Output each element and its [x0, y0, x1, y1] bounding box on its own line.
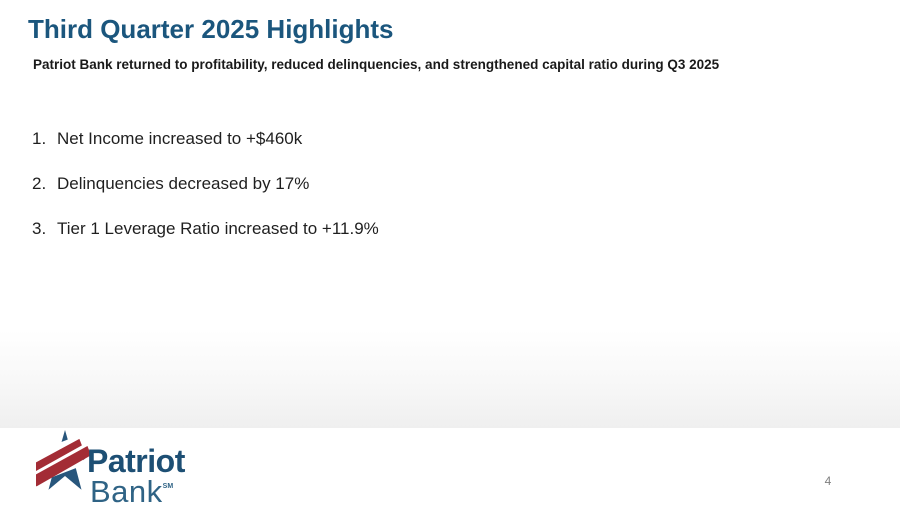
bottom-shade-band: [0, 330, 900, 428]
patriot-bank-logo: Patriot BankSM: [36, 428, 236, 506]
logo-wordmark-bank-text: Bank: [90, 474, 163, 506]
list-item-number: 2.: [32, 174, 47, 193]
list-item: 2. Delinquencies decreased by 17%: [32, 174, 379, 194]
star-flag-icon: [36, 430, 92, 490]
logo-wordmark-bank: BankSM: [90, 471, 173, 506]
list-item-text: Tier 1 Leverage Ratio increased to +11.9…: [57, 219, 379, 238]
list-item-number: 1.: [32, 129, 47, 148]
list-item: 1. Net Income increased to +$460k: [32, 129, 379, 149]
page-number: 4: [824, 474, 832, 488]
list-item: 3. Tier 1 Leverage Ratio increased to +1…: [32, 219, 379, 239]
page-subtitle: Patriot Bank returned to profitability, …: [33, 57, 720, 72]
list-item-number: 3.: [32, 219, 47, 238]
list-item-text: Delinquencies decreased by 17%: [57, 174, 310, 193]
page-title: Third Quarter 2025 Highlights: [28, 14, 394, 44]
logo-wordmark-patriot: Patriot: [87, 443, 185, 479]
list-item-text: Net Income increased to +$460k: [57, 129, 303, 148]
logo-service-mark: SM: [162, 483, 174, 490]
highlights-list: 1. Net Income increased to +$460k 2. Del…: [32, 129, 379, 264]
